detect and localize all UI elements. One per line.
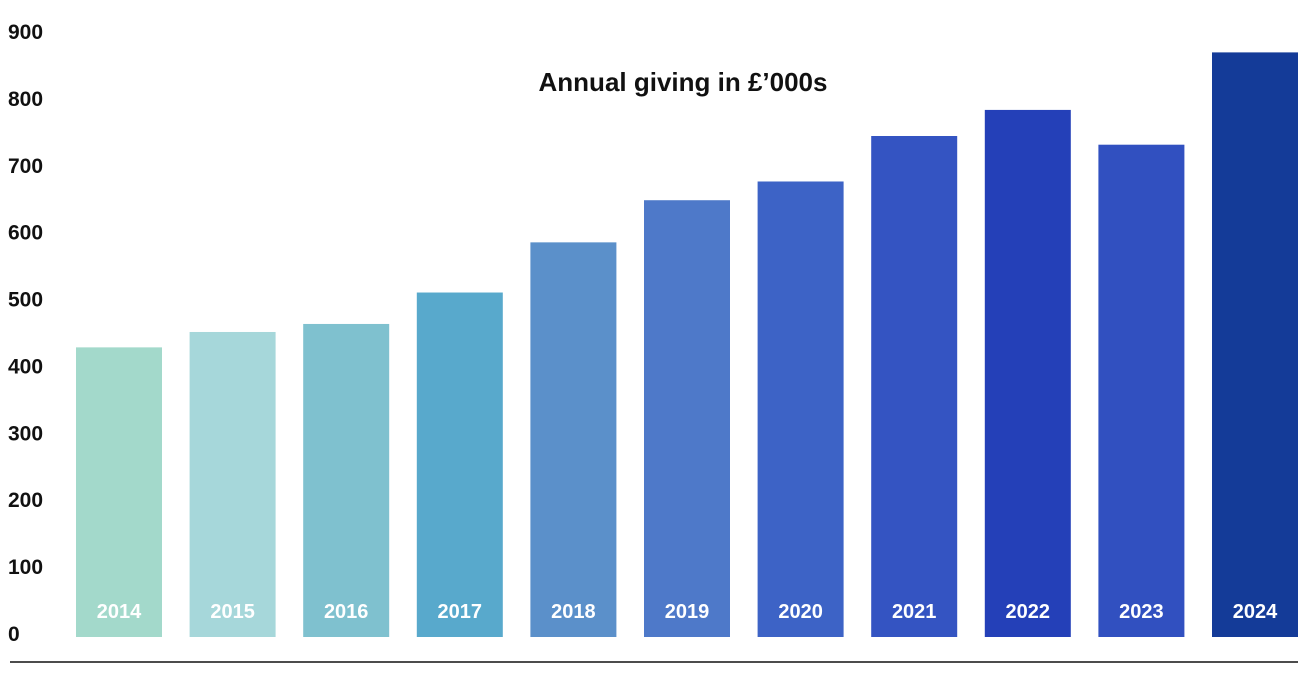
bar-2018	[530, 242, 617, 637]
bar-2022	[984, 109, 1071, 638]
y-tick-label: 500	[8, 289, 43, 312]
y-tick-label: 900	[8, 21, 43, 44]
y-tick-label: 100	[8, 556, 43, 579]
y-tick-label: 800	[8, 88, 43, 111]
bar-category-label: 2018	[551, 601, 596, 623]
bar-category-label: 2017	[438, 601, 483, 623]
bar-category-label: 2022	[1006, 601, 1051, 623]
y-tick-label: 400	[8, 355, 43, 378]
y-axis: 0 100 200 300 400 500 600 700 800 900	[8, 21, 43, 646]
bar-2020	[757, 181, 844, 637]
bar-2019	[644, 200, 730, 637]
bar-2015	[189, 331, 276, 637]
y-tick-label: 300	[8, 422, 43, 445]
y-tick-label: 0	[8, 623, 20, 646]
bar-category-label: 2015	[210, 601, 255, 623]
bar-2021	[871, 136, 958, 637]
bars: 2014 2015 2016 2017 2018 2019 2020 2021 2022 2023…	[76, 52, 1298, 638]
y-tick-label: 600	[8, 222, 43, 245]
bar-category-label: 2016	[324, 601, 369, 623]
bar-category-label: 2020	[778, 601, 823, 623]
y-tick-label: 700	[8, 155, 43, 178]
chart-title: Annual giving in £’000s	[539, 67, 828, 97]
y-tick-label: 200	[8, 489, 43, 512]
bar-category-label: 2019	[665, 601, 710, 623]
bar-2016	[303, 323, 390, 637]
bar-2024	[1212, 52, 1298, 637]
bar-category-label: 2023	[1119, 601, 1164, 623]
bar-2023	[1098, 144, 1185, 637]
bar-category-label: 2021	[892, 601, 937, 623]
bar-2014	[76, 347, 162, 637]
bar-category-label: 2024	[1233, 601, 1278, 623]
bar-category-label: 2014	[97, 601, 142, 623]
bar-2017	[416, 292, 503, 637]
